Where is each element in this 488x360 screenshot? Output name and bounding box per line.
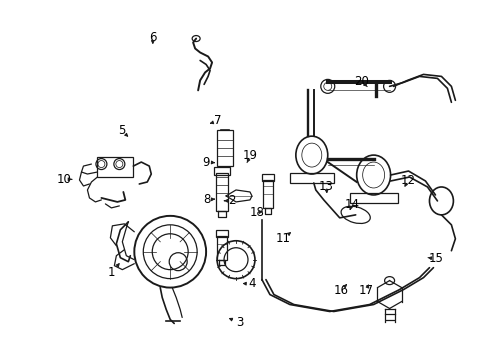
Text: 7: 7	[214, 114, 222, 127]
Bar	[263, 180, 272, 208]
Bar	[217, 130, 233, 166]
Text: 12: 12	[400, 174, 414, 187]
Text: 20: 20	[353, 75, 368, 88]
Bar	[214, 167, 229, 175]
Bar	[349, 193, 397, 203]
Text: 5: 5	[118, 124, 125, 137]
Bar	[289, 173, 333, 183]
Text: 17: 17	[358, 284, 373, 297]
Text: 1: 1	[108, 266, 115, 279]
Text: 19: 19	[243, 149, 257, 162]
Bar	[216, 230, 227, 237]
Text: 18: 18	[249, 206, 264, 219]
Bar	[262, 174, 273, 181]
Text: 16: 16	[333, 284, 348, 297]
Text: 4: 4	[247, 278, 255, 291]
Text: 10: 10	[57, 173, 71, 186]
Text: 13: 13	[318, 180, 333, 193]
Text: 11: 11	[275, 231, 290, 244]
Text: 15: 15	[427, 252, 442, 265]
Bar	[216, 173, 227, 211]
Bar	[97, 157, 133, 177]
Text: 6: 6	[149, 31, 156, 44]
Text: 8: 8	[203, 193, 210, 206]
Bar	[217, 236, 226, 260]
Text: 9: 9	[203, 156, 210, 168]
Text: 14: 14	[344, 198, 359, 211]
Text: 2: 2	[228, 194, 236, 207]
Text: 3: 3	[235, 316, 243, 329]
